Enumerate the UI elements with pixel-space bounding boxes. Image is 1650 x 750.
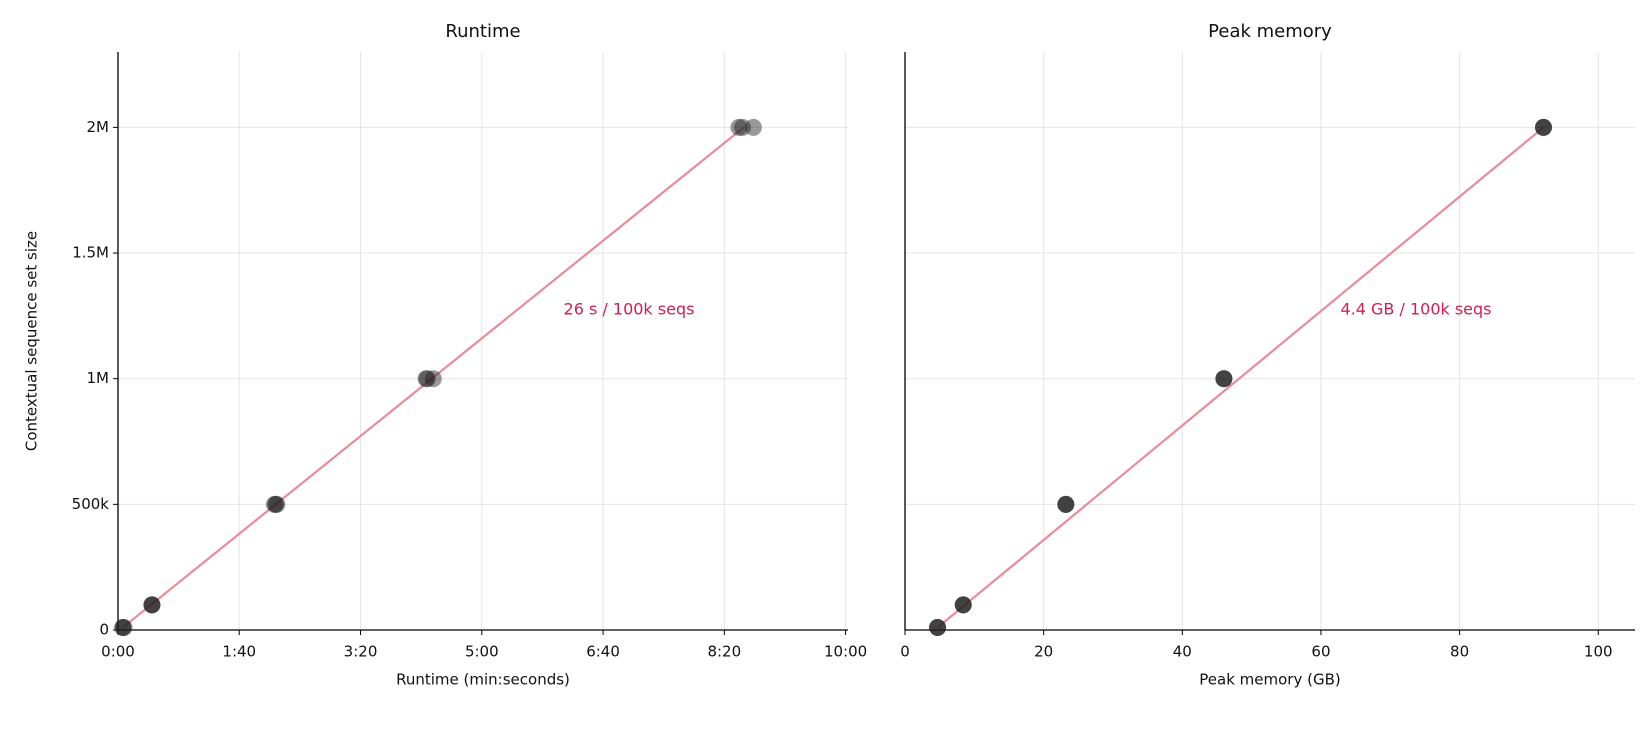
point (929, 618, 947, 636)
point (114, 618, 132, 636)
y-tick-label: 1M (87, 369, 110, 387)
point (114, 618, 132, 636)
point (1057, 495, 1075, 513)
point (730, 118, 748, 136)
y-tick-label: 1.5M (72, 244, 109, 262)
point (1534, 118, 1552, 136)
x-tick-label: 8:20 (707, 643, 741, 661)
point (744, 118, 762, 136)
point (954, 596, 972, 614)
fit-line (936, 126, 1545, 629)
x-axis-label: Runtime (min:seconds) (396, 671, 570, 689)
point (115, 618, 133, 636)
point (954, 596, 972, 614)
x-tick-label: 5:00 (465, 643, 499, 661)
point (1534, 118, 1552, 136)
x-tick-label: 10:00 (824, 643, 867, 661)
point (1057, 495, 1075, 513)
annotation: 4.4 GB / 100k seqs (1340, 299, 1491, 318)
y-tick-label: 2M (87, 118, 110, 136)
point (143, 596, 161, 614)
point (1215, 370, 1233, 388)
point (265, 495, 283, 513)
x-tick-label: 3:20 (344, 643, 378, 661)
x-tick-label: 6:40 (586, 643, 620, 661)
point (734, 118, 752, 136)
y-tick-label: 500k (72, 495, 110, 513)
point (929, 618, 947, 636)
y-axis-label: Contextual sequence set size (23, 231, 41, 451)
point (424, 370, 442, 388)
point (417, 370, 435, 388)
y-tick-label: 0 (99, 621, 109, 639)
x-axis-label: Peak memory (GB) (1199, 671, 1340, 689)
point (418, 370, 436, 388)
point (954, 596, 972, 614)
x-tick-label: 20 (1034, 643, 1053, 661)
chart-title: Runtime (445, 21, 520, 42)
x-tick-label: 0:00 (101, 643, 135, 661)
point (1215, 370, 1233, 388)
chart-title: Peak memory (1208, 21, 1332, 42)
point (1534, 118, 1552, 136)
fit-line (122, 126, 745, 629)
point (1215, 370, 1233, 388)
annotation: 26 s / 100k seqs (564, 299, 695, 318)
x-tick-label: 0 (900, 643, 910, 661)
point (929, 618, 947, 636)
x-tick-label: 100 (1584, 643, 1613, 661)
point (267, 495, 285, 513)
x-tick-label: 40 (1173, 643, 1192, 661)
point (1057, 495, 1075, 513)
x-tick-label: 1:40 (222, 643, 256, 661)
point (143, 596, 161, 614)
point (268, 495, 286, 513)
x-tick-label: 80 (1450, 643, 1469, 661)
point (143, 596, 161, 614)
x-tick-label: 60 (1311, 643, 1330, 661)
